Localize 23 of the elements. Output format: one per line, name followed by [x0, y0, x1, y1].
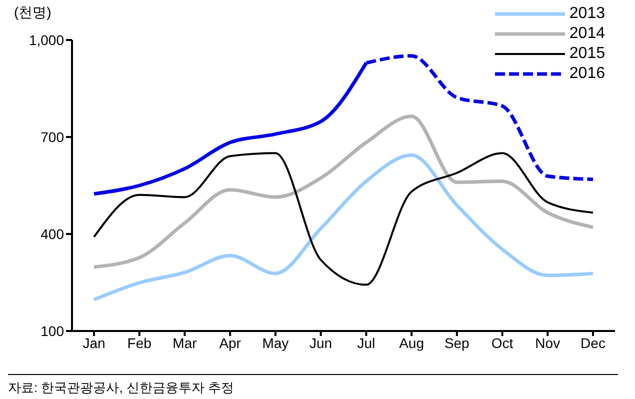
- y-tick-label: 1,000: [28, 32, 64, 48]
- legend-label: 2013: [569, 4, 605, 24]
- x-tick-label: Sep: [444, 334, 470, 351]
- x-tick-label: Dec: [580, 334, 606, 351]
- x-tick-label: Mar: [172, 334, 198, 351]
- y-tick-label: 400: [40, 226, 64, 242]
- x-tick-label: Jul: [357, 334, 376, 351]
- legend-label: 2014: [569, 24, 605, 44]
- x-tick-label: Jan: [82, 334, 106, 351]
- y-axis-title: (천명): [14, 4, 52, 22]
- x-tick-label: Feb: [127, 334, 152, 351]
- x-tick-label: Nov: [535, 334, 560, 351]
- y-tick-label: 100: [40, 322, 64, 339]
- legend-label: 2016: [569, 64, 605, 84]
- x-tick-label: Oct: [491, 334, 514, 351]
- x-tick-label: Aug: [399, 334, 424, 351]
- text: 자료: 한국관광공사, 신한금융투자 추정: [8, 374, 618, 397]
- legend-label: 2015: [569, 44, 605, 64]
- x-tick-label: Apr: [219, 334, 242, 351]
- x-tick-label: Jun: [310, 334, 332, 351]
- y-tick-label: 700: [40, 128, 64, 145]
- x-tick-label: May: [262, 334, 289, 351]
- line-series: [92, 114, 595, 269]
